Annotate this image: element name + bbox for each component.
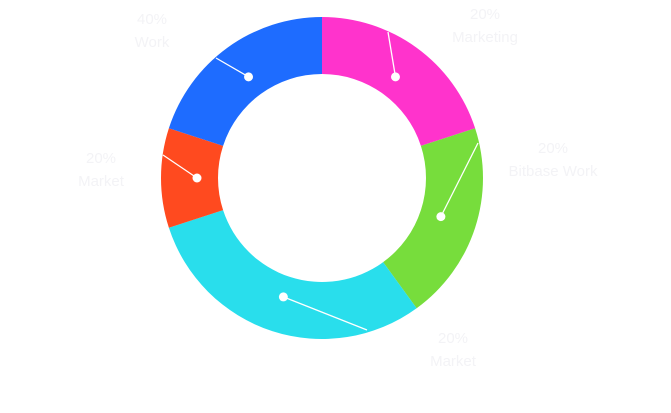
- leader-dot: [192, 173, 202, 183]
- leader-dot: [390, 72, 400, 82]
- donut-slice[interactable]: [168, 210, 417, 339]
- donut-slice[interactable]: [168, 17, 322, 146]
- donut-slices: [160, 17, 483, 339]
- slice-name-label: Work: [135, 34, 170, 51]
- donut-slice[interactable]: [160, 128, 224, 228]
- slice-percent-label: 20%: [438, 330, 468, 347]
- leader-dot: [436, 212, 446, 222]
- leader-line: [215, 57, 249, 78]
- slice-percent-label: 20%: [470, 6, 500, 23]
- slice-name-label: Market: [430, 353, 477, 370]
- leader-line: [283, 296, 368, 331]
- leader-dot: [244, 72, 254, 82]
- leader-dot: [278, 292, 288, 302]
- slice-percent-label: 20%: [538, 140, 568, 157]
- donut-slice[interactable]: [383, 128, 483, 309]
- slice-name-label: Bitbase Work: [509, 163, 598, 180]
- slice-name-label: Market: [78, 173, 125, 190]
- slice-percent-label: 40%: [137, 11, 167, 28]
- slice-name-label: Marketing: [452, 29, 518, 46]
- leader-lines: [162, 31, 479, 331]
- donut-slice[interactable]: [322, 17, 476, 146]
- leader-line: [440, 142, 479, 217]
- slice-labels: 20% Marketing 20% Bitbase Work 20% Market 20% M…: [78, 6, 598, 370]
- leader-line: [387, 31, 397, 77]
- leader-line: [162, 154, 198, 179]
- slice-percent-label: 20%: [86, 150, 116, 167]
